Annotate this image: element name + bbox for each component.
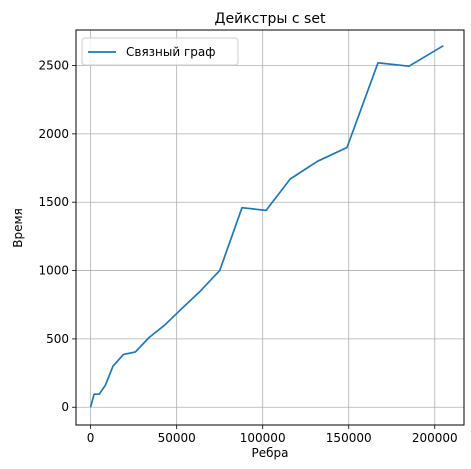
x-tick-label: 200000 — [412, 431, 458, 445]
y-tick-label: 1500 — [38, 195, 69, 209]
plot-area — [76, 30, 464, 425]
x-tick-label: 150000 — [326, 431, 372, 445]
y-axis-label: Время — [11, 208, 25, 248]
x-axis-label: Ребра — [252, 446, 289, 460]
legend-box — [81, 37, 239, 66]
legend: Связный граф — [81, 37, 239, 66]
plot-frame — [75, 29, 465, 426]
chart-title: Дейкстры с set — [215, 11, 326, 27]
y-tick-label: 500 — [46, 332, 69, 346]
y-tick-label: 2500 — [38, 59, 69, 73]
series-lines — [89, 44, 444, 408]
y-tick-label: 2000 — [38, 127, 69, 141]
series-line — [89, 44, 444, 408]
y-tick-label: 0 — [61, 400, 69, 414]
y-tick-label: 1000 — [38, 264, 69, 278]
x-ticks: 0 50000 100000 150000 200000 — [87, 425, 458, 445]
x-tick-label: 0 — [87, 431, 95, 445]
x-tick-label: 50000 — [158, 431, 196, 445]
grid — [76, 30, 464, 425]
y-ticks: 0 500 1000 1500 2000 2500 — [38, 59, 76, 414]
legend-label: Связный граф — [126, 45, 216, 59]
x-tick-label: 100000 — [240, 431, 286, 445]
